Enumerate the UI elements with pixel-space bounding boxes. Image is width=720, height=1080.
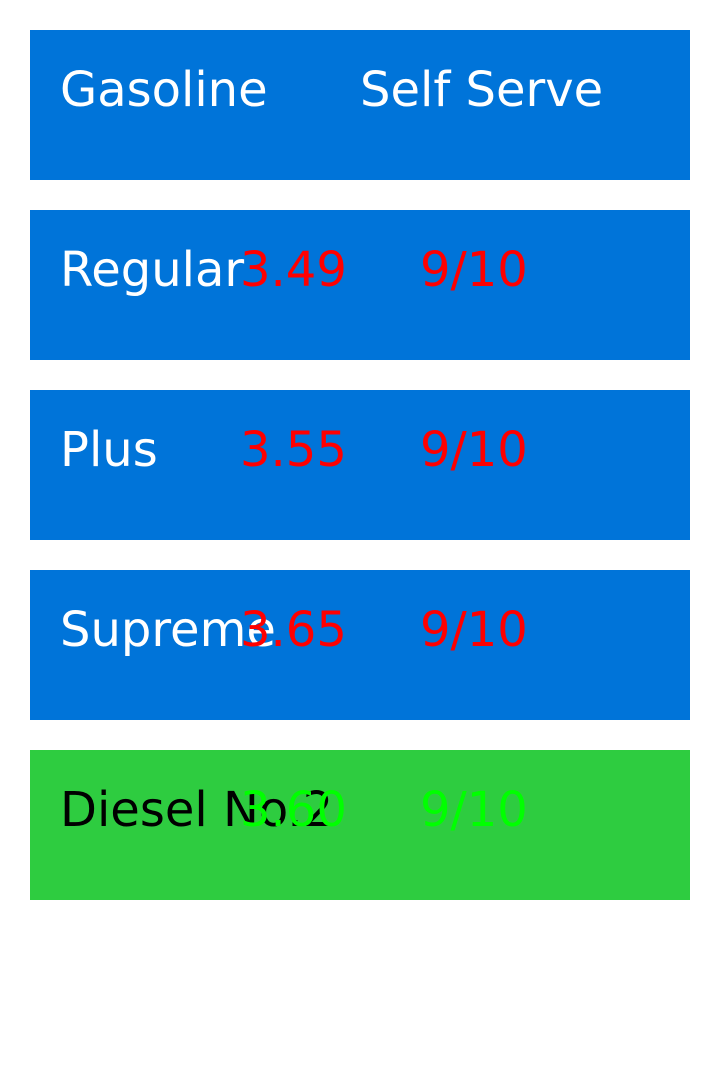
header-title: Gasoline	[60, 62, 268, 118]
grade-price-fraction: 9/10	[420, 602, 528, 658]
grade-price: 3.55	[240, 422, 347, 478]
grade-panel-supreme: Supreme 3.65 9/10	[30, 570, 690, 720]
grade-name: Plus	[60, 422, 158, 478]
grade-price: 3.60	[240, 782, 347, 838]
grade-panel-regular: Regular 3.49 9/10	[30, 210, 690, 360]
header-subtitle: Self Serve	[360, 62, 604, 118]
grade-price-fraction: 9/10	[420, 242, 528, 298]
grade-panel-plus: Plus 3.55 9/10	[30, 390, 690, 540]
grade-name: Regular	[60, 242, 245, 298]
grade-name: Supreme	[60, 602, 276, 658]
grade-price: 3.49	[240, 242, 347, 298]
header-panel: Gasoline Self Serve	[30, 30, 690, 180]
grade-price: 3.65	[240, 602, 347, 658]
grade-price-fraction: 9/10	[420, 422, 528, 478]
grade-panel-diesel: Diesel No.2 3.60 9/10	[30, 750, 690, 900]
grade-name: Diesel No.2	[60, 782, 334, 838]
grade-price-fraction: 9/10	[420, 782, 528, 838]
